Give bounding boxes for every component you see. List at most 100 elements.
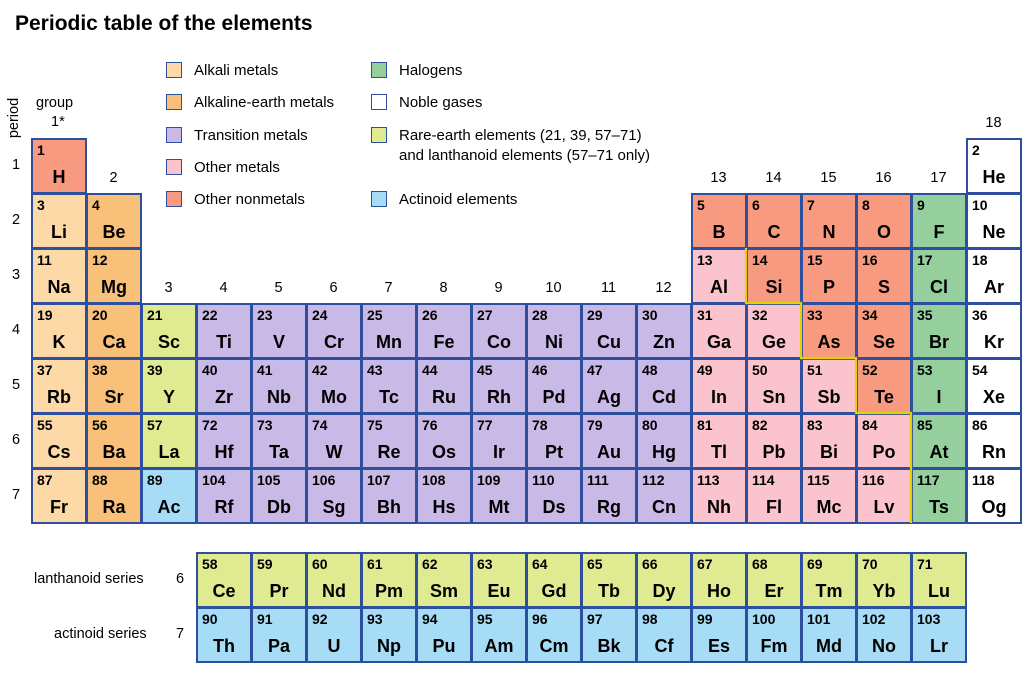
atomic-number: 7 (807, 197, 815, 213)
element-symbol: Sr (104, 387, 124, 407)
atomic-number: 44 (422, 362, 438, 378)
element-symbol: Nb (267, 387, 291, 407)
element-symbol: Cu (597, 332, 621, 352)
atomic-number: 91 (257, 611, 273, 627)
atomic-number: 105 (257, 472, 281, 488)
element-Rf: 104 Rf (196, 468, 252, 524)
legend-label: Alkaline-earth metals (194, 94, 335, 111)
group-label-14: 14 (765, 170, 782, 186)
element-Nh: 113 Nh (691, 468, 747, 524)
element-symbol: Ni (545, 332, 563, 352)
atomic-number: 13 (697, 252, 713, 268)
legend-swatch (166, 191, 182, 207)
atomic-number: 87 (37, 472, 53, 488)
element-symbol: Nh (707, 497, 731, 517)
atomic-number: 77 (477, 417, 493, 433)
element-Hg: 80 Hg (636, 413, 692, 469)
atomic-number: 33 (807, 307, 823, 323)
atomic-number: 57 (147, 417, 163, 433)
atomic-number: 76 (422, 417, 438, 433)
legend-swatch (371, 62, 387, 78)
element-symbol: Ru (432, 387, 456, 407)
atomic-number: 49 (697, 362, 713, 378)
element-symbol: Mc (816, 497, 842, 517)
element-symbol: Rn (982, 442, 1006, 462)
atomic-number: 81 (697, 417, 713, 433)
element-symbol: Ba (102, 442, 126, 462)
actinoid-series-label: actinoid series (54, 626, 147, 642)
atomic-number: 11 (37, 252, 52, 268)
element-Es: 99 Es (691, 607, 747, 663)
element-symbol: Eu (487, 581, 511, 601)
element-symbol: Ds (542, 497, 566, 517)
atomic-number: 50 (752, 362, 768, 378)
atomic-number: 109 (477, 472, 501, 488)
element-symbol: No (872, 636, 896, 656)
element-symbol: Og (981, 497, 1007, 517)
atomic-number: 75 (367, 417, 383, 433)
element-symbol: As (817, 332, 841, 352)
atomic-number: 79 (587, 417, 603, 433)
group-label-7: 7 (384, 280, 393, 296)
element-symbol: K (52, 332, 66, 352)
group-label-2: 2 (109, 170, 118, 186)
atomic-number: 99 (697, 611, 713, 627)
element-symbol: Ts (929, 497, 949, 517)
element-Co: 27 Co (471, 303, 527, 359)
atomic-number: 106 (312, 472, 336, 488)
element-Lu: 71 Lu (911, 552, 967, 608)
element-symbol: Li (51, 222, 67, 242)
atomic-number: 16 (862, 252, 878, 268)
atomic-number: 92 (312, 611, 328, 627)
element-symbol: Cs (47, 442, 71, 462)
atomic-number: 46 (532, 362, 548, 378)
element-Tl: 81 Tl (691, 413, 747, 469)
element-Eu: 63 Eu (471, 552, 527, 608)
atomic-number: 107 (367, 472, 391, 488)
atomic-number: 73 (257, 417, 273, 433)
atomic-number: 14 (752, 252, 768, 268)
group-label-13: 13 (710, 170, 727, 186)
atomic-number: 114 (752, 472, 775, 488)
element-Ac: 89 Ac (141, 468, 197, 524)
legend-swatch (166, 127, 182, 143)
element-symbol: Hf (214, 442, 234, 462)
element-Mc: 115 Mc (801, 468, 857, 524)
atomic-number: 118 (972, 472, 995, 488)
group-label-18: 18 (985, 115, 1002, 131)
atomic-number: 65 (587, 556, 603, 572)
element-symbol: Rf (214, 497, 234, 517)
atomic-number: 4 (92, 197, 100, 213)
element-Np: 93 Np (361, 607, 417, 663)
element-symbol: Sg (322, 497, 346, 517)
atomic-number: 101 (807, 611, 831, 627)
atomic-number: 78 (532, 417, 548, 433)
element-Fe: 26 Fe (416, 303, 472, 359)
element-symbol: Db (267, 497, 291, 517)
atomic-number: 25 (367, 307, 383, 323)
atomic-number: 47 (587, 362, 603, 378)
atomic-number: 63 (477, 556, 493, 572)
element-symbol: Tm (815, 581, 843, 601)
atomic-number: 30 (642, 307, 658, 323)
atomic-number: 85 (917, 417, 933, 433)
legend-label: Noble gases (399, 94, 483, 111)
element-symbol: Pt (545, 442, 563, 462)
element-symbol: Er (764, 581, 784, 601)
element-symbol: Es (707, 636, 731, 656)
element-Bh: 107 Bh (361, 468, 417, 524)
element-symbol: Cm (539, 636, 569, 656)
element-Mo: 42 Mo (306, 358, 362, 414)
element-Ar: 18 Ar (966, 248, 1022, 304)
atomic-number: 100 (752, 611, 776, 627)
atomic-number: 6 (752, 197, 760, 213)
element-Hs: 108 Hs (416, 468, 472, 524)
element-symbol: H (52, 167, 66, 187)
element-symbol: Bi (820, 442, 838, 462)
atomic-number: 86 (972, 417, 988, 433)
element-Al: 13 Al (691, 248, 747, 304)
period-label-7: 7 (11, 487, 21, 503)
element-symbol: Rg (597, 497, 621, 517)
element-Sc: 21 Sc (141, 303, 197, 359)
